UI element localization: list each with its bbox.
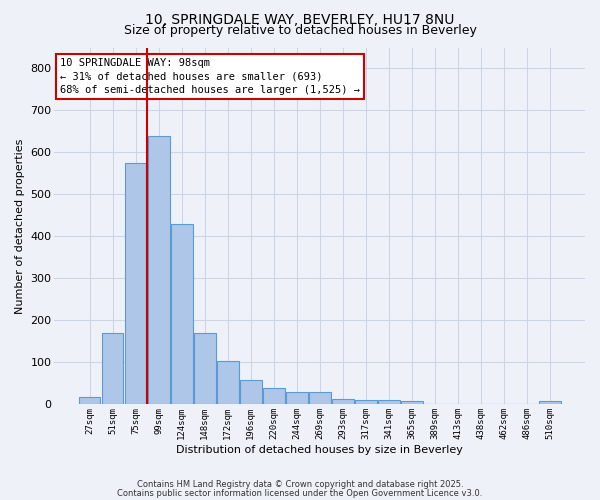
Text: Size of property relative to detached houses in Beverley: Size of property relative to detached ho… <box>124 24 476 37</box>
Text: Contains HM Land Registry data © Crown copyright and database right 2025.: Contains HM Land Registry data © Crown c… <box>137 480 463 489</box>
Bar <box>286 392 308 404</box>
Bar <box>240 380 262 404</box>
Bar <box>263 388 284 404</box>
Bar <box>125 163 146 404</box>
Bar <box>148 136 170 404</box>
Text: 10, SPRINGDALE WAY, BEVERLEY, HU17 8NU: 10, SPRINGDALE WAY, BEVERLEY, HU17 8NU <box>145 12 455 26</box>
Bar <box>539 402 561 404</box>
Bar <box>101 333 124 404</box>
Bar <box>217 361 239 405</box>
Text: Contains public sector information licensed under the Open Government Licence v3: Contains public sector information licen… <box>118 490 482 498</box>
Bar <box>309 392 331 404</box>
Bar <box>378 400 400 404</box>
Bar <box>170 224 193 404</box>
Y-axis label: Number of detached properties: Number of detached properties <box>15 138 25 314</box>
Bar <box>194 333 215 404</box>
X-axis label: Distribution of detached houses by size in Beverley: Distribution of detached houses by size … <box>176 445 463 455</box>
Text: 10 SPRINGDALE WAY: 98sqm
← 31% of detached houses are smaller (693)
68% of semi-: 10 SPRINGDALE WAY: 98sqm ← 31% of detach… <box>60 58 360 94</box>
Bar <box>355 400 377 404</box>
Bar <box>401 401 423 404</box>
Bar <box>79 397 100 404</box>
Bar <box>332 399 353 404</box>
